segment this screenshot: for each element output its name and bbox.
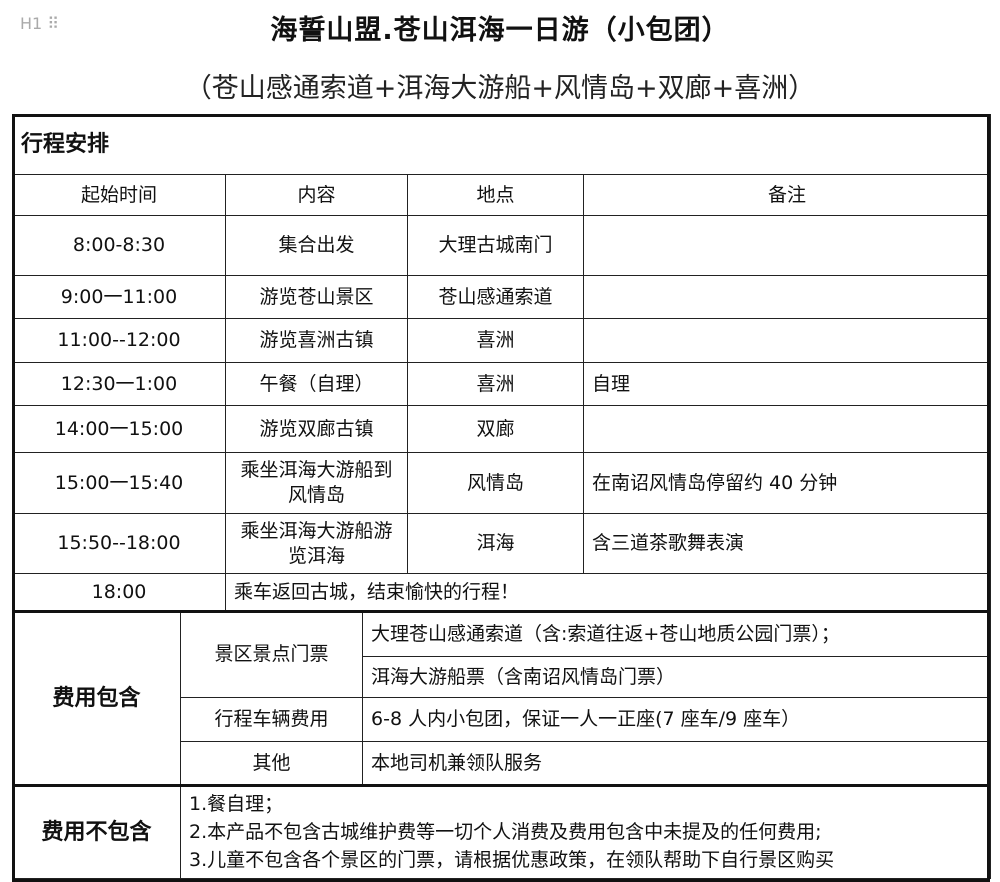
excluded-details: 1.餐自理； 2.本产品不包含古城维护费等一切个人消费及费用包含中未提及的任何费用… [180,785,991,879]
included-category: 行程车辆费用 [180,697,363,742]
content-cell-text: 游览双廊古镇 [259,417,374,440]
heading-marker: H1 [20,14,43,33]
included-category-text: 其他 [252,752,291,774]
time-cell: 15:50--18:00 [12,513,226,574]
time-cell-text: 12:30一1:00 [60,372,178,395]
content-cell: 乘坐洱海大游船到风情岛 [225,452,408,514]
included-category: 其他 [180,741,363,786]
content-cell: 乘车返回古城，结束愉快的行程！ [225,573,991,612]
included-detail: 洱海大游船票（含南诏风情岛门票） [362,656,991,698]
heading-handle-icon[interactable]: H1 ⠿ [20,14,60,33]
time-cell: 14:00一15:00 [12,405,226,453]
place-cell: 大理古城南门 [407,215,584,276]
time-cell-text: 15:00一15:40 [54,471,184,494]
time-cell: 18:00 [12,573,226,612]
included-label-text: 费用包含 [52,686,141,711]
included-category-text: 行程车辆费用 [214,708,329,730]
included-category: 景区景点门票 [180,611,363,698]
column-header-text: 起始时间 [80,183,157,206]
included-detail-text: 6-8 人内小包团，保证一人一正座(7 座车/9 座车） [371,708,801,730]
time-cell-text: 8:00-8:30 [72,234,166,256]
time-cell-text: 18:00 [91,581,147,603]
time-cell: 9:00一11:00 [12,275,226,319]
place-cell-text: 洱海 [476,532,515,554]
time-cell: 12:30一1:00 [12,362,226,406]
section-title-schedule-text: 行程安排 [21,132,110,157]
content-cell: 乘坐洱海大游船游览洱海 [225,513,408,574]
column-header: 内容 [225,174,408,216]
included-detail-text: 洱海大游船票（含南诏风情岛门票） [371,665,676,688]
excluded-label-text: 费用不包含 [41,819,152,845]
place-cell-text: 大理古城南门 [438,234,553,256]
place-cell-text: 双廊 [476,417,515,440]
included-detail: 本地司机兼领队服务 [362,741,991,786]
note-cell-text: 在南诏风情岛停留约 40 分钟 [592,471,838,494]
time-cell-text: 9:00一11:00 [60,285,178,308]
included-label: 费用包含 [12,611,181,786]
column-header: 起始时间 [12,174,226,216]
excluded-item: 3.儿童不包含各个景区的门票，请根据优惠政策，在领队帮助下自行景区购买 [189,849,835,871]
section-divider [12,610,990,613]
time-cell-text: 11:00--12:00 [57,329,181,351]
content-cell: 游览苍山景区 [225,275,408,319]
content-cell-text: 集合出发 [278,234,355,256]
note-cell-text: 含三道茶歌舞表演 [592,532,745,554]
included-detail-text: 大理苍山感通索道（含:索道往返+苍山地质公园门票）； [371,622,840,645]
place-cell: 喜洲 [407,318,584,363]
content-cell: 午餐（自理） [225,362,408,406]
content-cell: 集合出发 [225,215,408,276]
place-cell: 洱海 [407,513,584,574]
note-cell [583,215,991,276]
note-cell [583,405,991,453]
time-cell: 15:00一15:40 [12,452,226,514]
time-cell-text: 15:50--18:00 [57,532,181,554]
place-cell: 喜洲 [407,362,584,406]
time-cell: 11:00--12:00 [12,318,226,363]
place-cell-text: 苍山感通索道 [438,285,553,308]
content-cell: 游览喜洲古镇 [225,318,408,363]
excluded-label: 费用不包含 [12,785,181,879]
note-cell: 在南诏风情岛停留约 40 分钟 [583,452,991,514]
content-cell-text: 乘坐洱海大游船到风情岛 [240,459,393,506]
place-cell-text: 风情岛 [466,471,524,494]
time-cell-text: 14:00一15:00 [54,417,184,440]
included-detail-text: 本地司机兼领队服务 [371,752,543,774]
section-title-schedule: 行程安排 [12,114,991,175]
content-cell-text: 午餐（自理） [259,372,374,395]
included-detail: 大理苍山感通索道（含:索道往返+苍山地质公园门票）； [362,611,991,657]
note-cell [583,275,991,319]
content-cell-text: 游览喜洲古镇 [259,329,374,351]
column-header-text: 备注 [767,183,806,206]
note-cell: 含三道茶歌舞表演 [583,513,991,574]
note-cell: 自理 [583,362,991,406]
included-category-text: 景区景点门票 [214,643,329,665]
excluded-item: 2.本产品不包含古城维护费等一切个人消费及费用包含中未提及的任何费用; [189,821,822,843]
note-cell [583,318,991,363]
time-cell: 8:00-8:30 [12,215,226,276]
page-subtitle: （苍山感通索道+洱海大游船+风情岛+双廊+喜洲） [184,73,816,104]
section-divider [12,784,990,787]
place-cell: 苍山感通索道 [407,275,584,319]
page-title: 海誓山盟.苍山洱海一日游（小包团） [270,15,730,46]
column-header: 地点 [407,174,584,216]
place-cell-text: 喜洲 [476,372,515,395]
place-cell: 风情岛 [407,452,584,514]
column-header: 备注 [583,174,991,216]
column-header-text: 地点 [476,183,515,206]
content-cell-text: 游览苍山景区 [259,285,374,308]
column-header-text: 内容 [297,183,336,206]
included-detail: 6-8 人内小包团，保证一人一正座(7 座车/9 座车） [362,697,991,742]
note-cell-text: 自理 [592,372,631,395]
content-cell: 游览双廊古镇 [225,405,408,453]
content-cell-text: 乘坐洱海大游船游览洱海 [240,519,393,567]
place-cell: 双廊 [407,405,584,453]
place-cell-text: 喜洲 [476,329,515,351]
excluded-item: 1.餐自理； [189,793,284,815]
content-cell-text: 乘车返回古城，结束愉快的行程！ [234,581,520,603]
